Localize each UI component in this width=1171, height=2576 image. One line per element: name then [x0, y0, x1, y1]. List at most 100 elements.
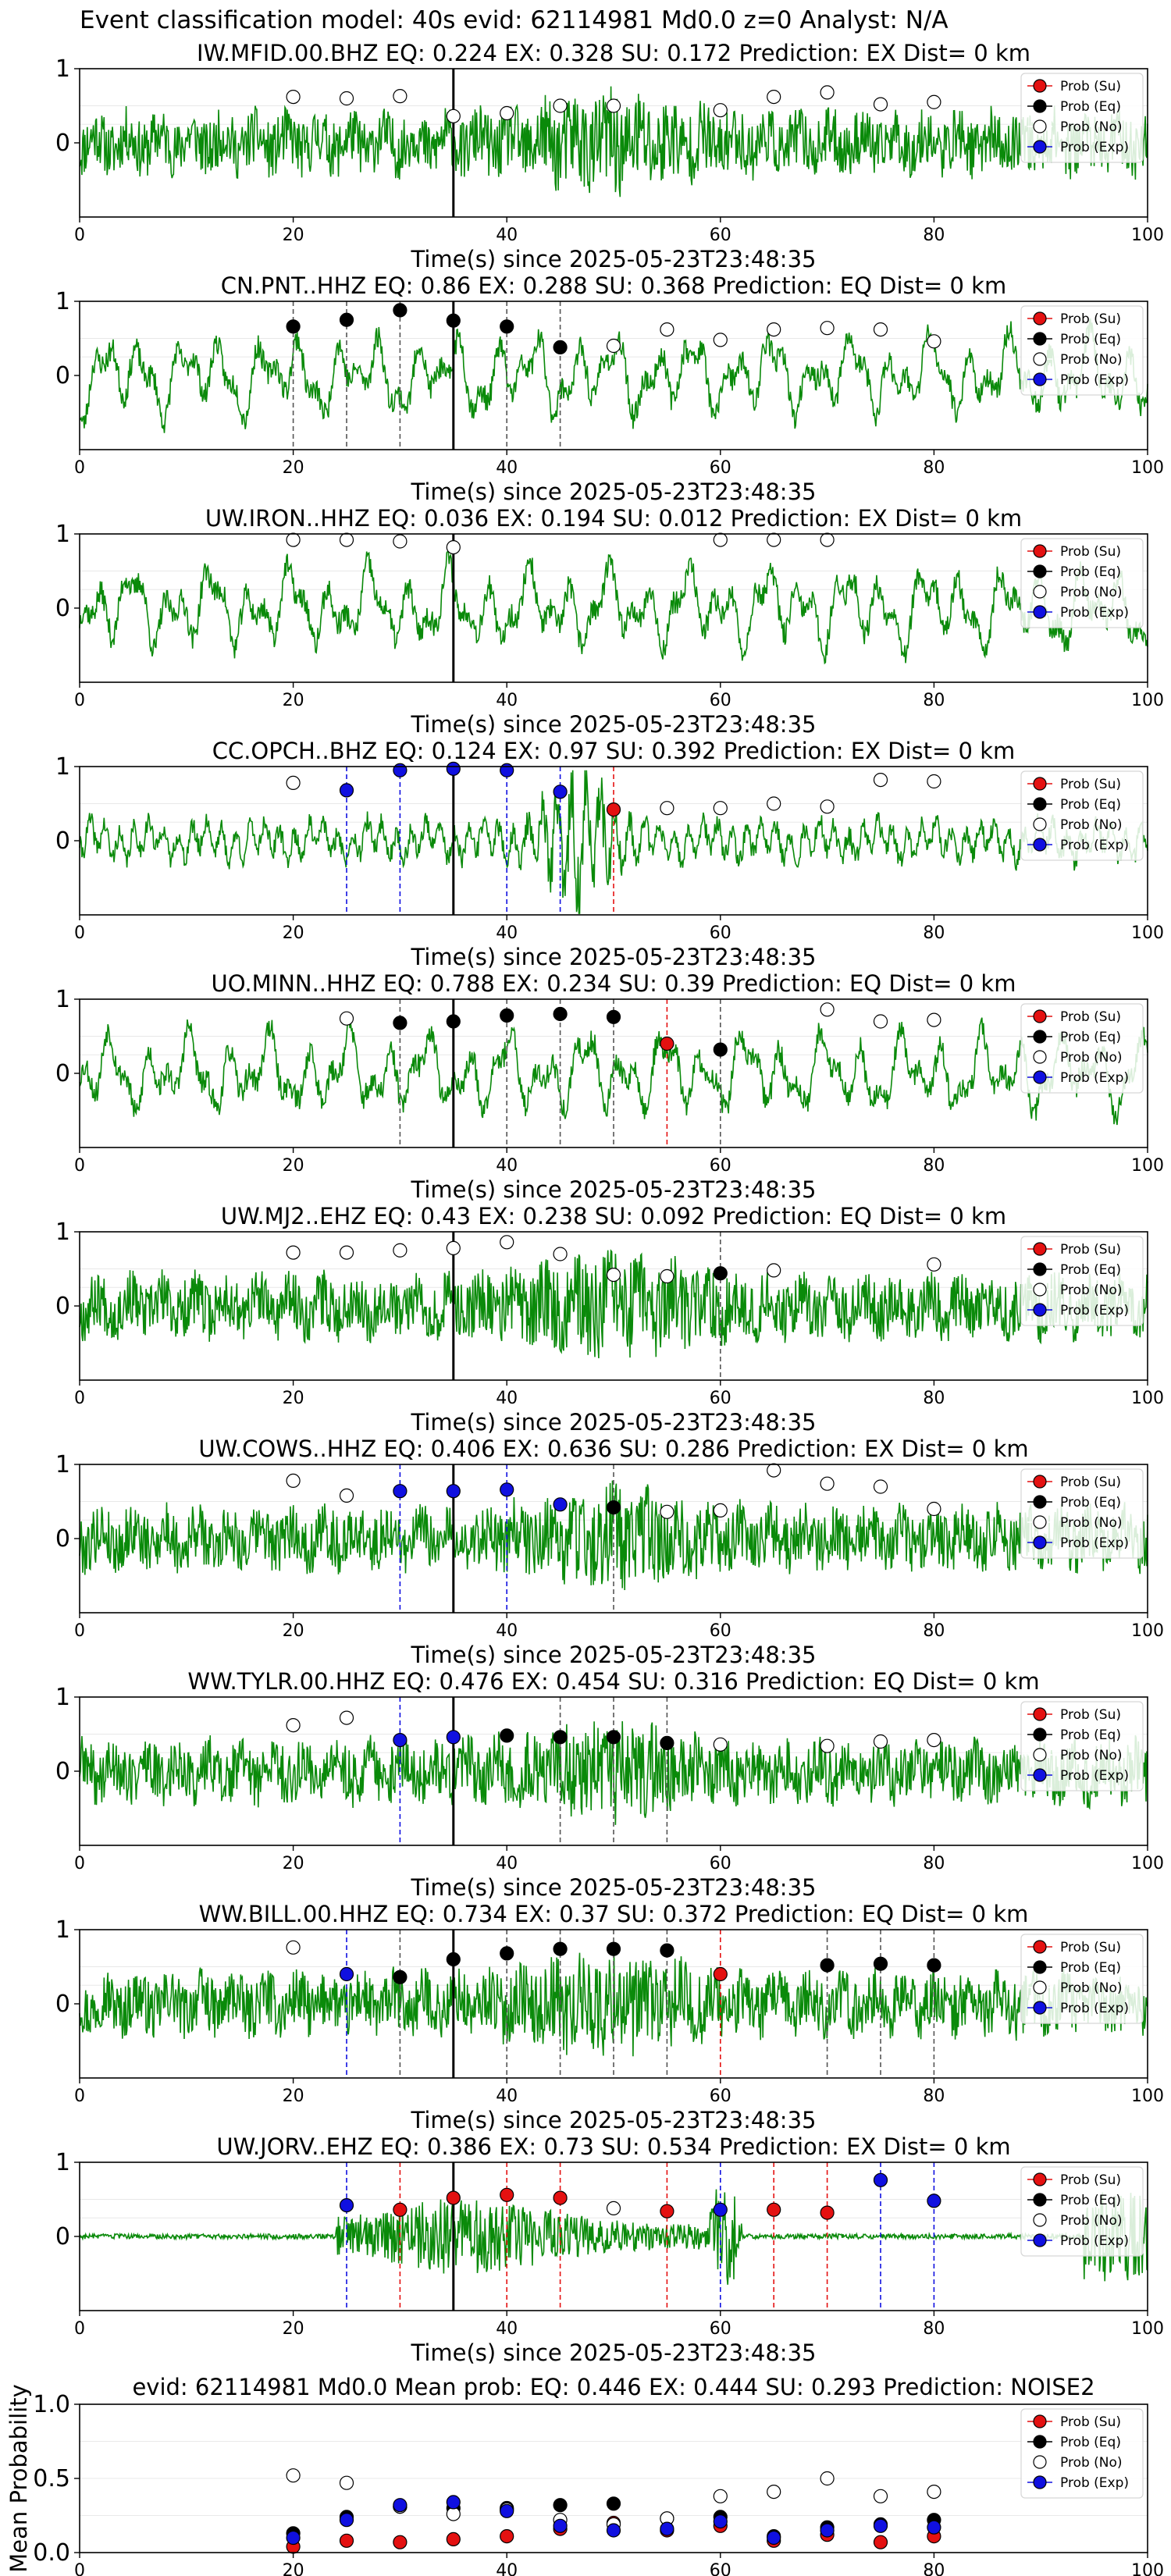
mean-prob-panel-marker-Exp — [446, 2495, 461, 2510]
station-panel-4-prob-marker-Exp — [393, 763, 408, 777]
station-panel-9-prob-marker-Eq — [500, 1946, 514, 1961]
station-panel-4-prob-marker-Su — [606, 802, 621, 817]
mean-prob-panel-marker-Su — [873, 2535, 888, 2549]
station-panel-4-xtick-label: 20 — [283, 923, 304, 943]
station-panel-6-prob-marker-No — [927, 1257, 941, 1272]
station-panel-3-prob-marker-No — [820, 532, 835, 547]
station-panel-2-prob-marker-Eq — [500, 319, 514, 334]
station-panel-6-prob-marker-No — [339, 1245, 354, 1260]
station-panel-8-prob-marker-No — [286, 1718, 301, 1733]
station-panel-2-prob-marker-Eq — [553, 340, 568, 354]
station-panel-8-prob-marker-Eq — [500, 1728, 514, 1743]
station-panel-4-legend-marker-Eq — [1033, 797, 1047, 811]
station-panel-5-xtick-label: 100 — [1131, 1156, 1164, 1176]
mean-prob-panel-xtick-label: 20 — [283, 2561, 304, 2576]
station-panel-2-legend-label-Su: Prob (Su) — [1060, 311, 1121, 327]
station-panel-1-xlabel: Time(s) since 2025-05-23T23:48:35 — [411, 246, 817, 272]
station-panel-6-title: UW.MJ2..EHZ EQ: 0.43 EX: 0.238 SU: 0.092… — [221, 1203, 1006, 1229]
station-panel-2-prob-marker-No — [660, 322, 674, 337]
station-panel-10-prob-marker-Su — [446, 2190, 461, 2205]
station-panel-9-xtick-label: 80 — [923, 2087, 945, 2106]
station-panel-3-legend-label-Exp: Prob (Exp) — [1060, 605, 1129, 621]
station-panel-2-prob-marker-No — [713, 333, 728, 347]
station-panel-2-prob-marker-No — [767, 322, 781, 337]
station-panel-4-legend-box — [1020, 770, 1144, 861]
station-panel-6-prob-marker-No — [393, 1243, 408, 1258]
station-panel-3-prob-marker-No — [393, 534, 408, 549]
station-panel-4-ytick-label: 0 — [55, 827, 70, 855]
station-panel-3-legend-label-No: Prob (No) — [1060, 585, 1123, 600]
station-panel-4-xtick-label: 0 — [74, 923, 85, 943]
station-panel-2: CN.PNT..HHZ EQ: 0.86 EX: 0.288 SU: 0.368… — [55, 272, 1164, 505]
station-panel-1-legend-label-Exp: Prob (Exp) — [1060, 140, 1129, 155]
station-panel-10-prob-marker-Exp — [873, 2172, 888, 2187]
station-panel-5-legend-marker-Exp — [1033, 1070, 1047, 1084]
station-panel-1-prob-marker-No — [393, 89, 408, 104]
station-panel-8-prob-marker-Eq — [553, 1730, 568, 1745]
station-panel-9-prob-marker-Eq — [873, 1956, 888, 1971]
station-panel-3-prob-marker-No — [286, 532, 301, 547]
mean-prob-panel-ylabel: Mean Probability — [5, 2384, 32, 2573]
station-panel-10-prob-marker-Su — [500, 2187, 514, 2202]
station-panel-2-legend-marker-No — [1033, 352, 1047, 366]
station-panel-5-prob-marker-Eq — [553, 1006, 568, 1022]
station-panel-5-prob-marker-No — [339, 1011, 354, 1026]
station-panel-4-prob-marker-No — [927, 774, 941, 789]
station-panel-2-legend-box — [1020, 305, 1144, 396]
station-panel-10-prob-marker-Su — [553, 2190, 568, 2205]
station-panel-5-xlabel: Time(s) since 2025-05-23T23:48:35 — [411, 1176, 817, 1203]
station-panel-8-xtick-label: 40 — [496, 1854, 518, 1873]
station-panel-9-legend-marker-No — [1033, 1980, 1047, 1994]
station-panel-10-ytick-label: 0 — [55, 2223, 70, 2250]
station-panel-3-frame — [79, 533, 1148, 683]
station-panel-10-xtick-label: 100 — [1131, 2319, 1164, 2339]
station-panel-8-xtick-label: 60 — [710, 1854, 731, 1873]
station-panel-1-prob-marker-No — [873, 97, 888, 112]
station-panel-9-ytick-label: 1 — [55, 1916, 70, 1944]
station-panel-7-ytick-label: 1 — [55, 1451, 70, 1478]
mean-prob-panel-marker-No — [820, 2471, 835, 2486]
station-panel-4-legend-label-Su: Prob (Su) — [1060, 777, 1121, 792]
station-panel-4-prob-marker-No — [713, 801, 728, 816]
station-panel-8-xlabel: Time(s) since 2025-05-23T23:48:35 — [411, 1874, 817, 1901]
station-panel-7-prob-marker-Eq — [606, 1500, 621, 1515]
station-panel-5-title: UO.MINN..HHZ EQ: 0.788 EX: 0.234 SU: 0.3… — [212, 970, 1016, 997]
mean-prob-panel-marker-Su — [393, 2535, 408, 2549]
station-panel-9-title: WW.BILL.00.HHZ EQ: 0.734 EX: 0.37 SU: 0.… — [199, 1901, 1029, 1927]
station-panel-7-prob-marker-No — [767, 1463, 781, 1478]
mean-prob-panel-legend-marker-Su — [1033, 2414, 1047, 2428]
station-panel-9-xlabel: Time(s) since 2025-05-23T23:48:35 — [411, 2107, 817, 2133]
station-panel-6-xtick-label: 20 — [283, 1389, 304, 1408]
mean-prob-panel-xtick-label: 60 — [710, 2561, 731, 2576]
station-panel-10-legend-label-No: Prob (No) — [1060, 2213, 1123, 2229]
station-panel-6-ytick-label: 1 — [55, 1219, 70, 1246]
mean-prob-panel-legend-label-Eq: Prob (Eq) — [1060, 2435, 1121, 2450]
station-panel-1-legend-label-No: Prob (No) — [1060, 119, 1123, 135]
station-panel-8-legend-marker-Exp — [1033, 1768, 1047, 1782]
station-panel-6-xlabel: Time(s) since 2025-05-23T23:48:35 — [411, 1409, 817, 1436]
station-panel-1-legend-marker-Eq — [1033, 99, 1047, 113]
station-panel-1-prob-marker-No — [339, 91, 354, 106]
station-panel-1-ytick-label: 1 — [55, 55, 70, 83]
mean-prob-panel-marker-Exp — [713, 2514, 728, 2529]
station-panel-3-legend-box — [1020, 538, 1144, 628]
station-panel-5-prob-marker-Su — [660, 1036, 674, 1051]
station-panel-6-xtick-label: 80 — [923, 1389, 945, 1408]
station-panel-4-prob-marker-No — [767, 796, 781, 811]
station-panel-7-prob-marker-Exp — [446, 1484, 461, 1499]
station-panel-3-legend-label-Su: Prob (Su) — [1060, 544, 1121, 560]
station-panel-1-prob-marker-No — [286, 89, 301, 105]
station-panel-7-xtick-label: 0 — [74, 1621, 85, 1641]
station-panel-2-legend-label-Eq: Prob (Eq) — [1060, 332, 1121, 347]
station-panel-10-xtick-label: 60 — [710, 2319, 731, 2339]
station-panel-10-legend-label-Exp: Prob (Exp) — [1060, 2233, 1129, 2249]
station-panel-8: WW.TYLR.00.HHZ EQ: 0.476 EX: 0.454 SU: 0… — [55, 1668, 1164, 1901]
station-panel-10: UW.JORV..EHZ EQ: 0.386 EX: 0.73 SU: 0.53… — [55, 2133, 1164, 2366]
station-panel-7-legend-box — [1020, 1468, 1144, 1559]
station-panel-9-legend-label-Eq: Prob (Eq) — [1060, 1960, 1121, 1976]
station-panel-7-prob-marker-No — [660, 1504, 674, 1519]
mean-prob-panel-title: evid: 62114981 Md0.0 Mean prob: EQ: 0.44… — [132, 2374, 1094, 2400]
mean-prob-panel-legend-marker-No — [1033, 2455, 1047, 2469]
station-panel-10-xtick-label: 0 — [74, 2319, 85, 2339]
station-panel-2-xtick-label: 60 — [710, 458, 731, 478]
